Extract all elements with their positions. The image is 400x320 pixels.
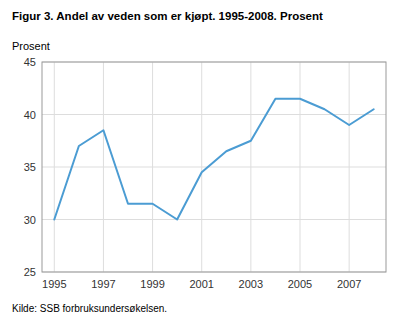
x-grid-line [103,62,104,272]
y-axis-label: Prosent [12,40,50,52]
x-tick-label: 2003 [239,278,263,290]
x-grid-line [54,62,55,272]
source-note: Kilde: SSB forbruksundersøkelsen. [12,303,167,314]
x-tick-label: 1995 [42,278,66,290]
grid [42,62,386,272]
x-tick-label: 2001 [189,278,213,290]
x-tick-label: 2007 [337,278,361,290]
plot-frame [42,62,386,272]
x-tick-label: 1997 [91,278,115,290]
x-grid-line [349,62,350,272]
y-tick-label: 40 [24,109,36,121]
y-grid-line [42,167,386,168]
y-grid-line [42,219,386,220]
x-grid-line [300,62,301,272]
x-tick-label: 1999 [140,278,164,290]
x-grid-line [201,62,202,272]
x-tick-label: 2005 [288,278,312,290]
y-axis: 25 30 35 40 45 [24,56,36,278]
x-axis: 1995 1997 1999 2001 2003 2005 2007 [42,278,361,290]
x-grid-line [152,62,153,272]
title: Figur 3. Andel av veden som er kjøpt. 19… [12,10,323,22]
y-tick-label: 35 [24,161,36,173]
chart: Figur 3. Andel av veden som er kjøpt. 19… [0,0,400,320]
y-tick-label: 45 [24,56,36,68]
x-grid-line [250,62,251,272]
line [54,99,373,220]
series [54,99,373,220]
y-tick-label: 25 [24,266,36,278]
y-tick-label: 30 [24,214,36,226]
